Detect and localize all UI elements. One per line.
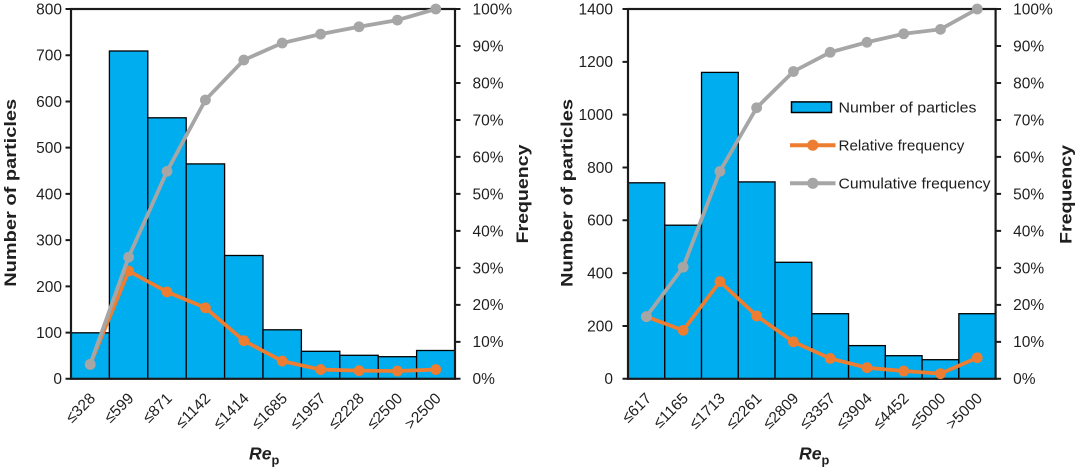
svg-text:50%: 50% <box>1013 186 1044 203</box>
svg-text:Number of particles: Number of particles <box>557 99 576 287</box>
svg-text:400: 400 <box>36 186 62 203</box>
svg-text:Frequency: Frequency <box>513 144 532 244</box>
svg-text:800: 800 <box>587 160 613 177</box>
svg-text:100: 100 <box>36 325 62 342</box>
svg-text:1000: 1000 <box>579 107 614 124</box>
svg-text:40%: 40% <box>473 223 504 240</box>
svg-text:20%: 20% <box>473 297 504 314</box>
svg-text:400: 400 <box>587 266 613 283</box>
svg-text:70%: 70% <box>473 112 504 129</box>
svg-text:80%: 80% <box>1013 75 1044 92</box>
svg-text:800: 800 <box>36 1 62 18</box>
svg-text:1400: 1400 <box>579 1 614 18</box>
svg-text:10%: 10% <box>473 334 504 351</box>
svg-text:700: 700 <box>36 48 62 65</box>
svg-text:20%: 20% <box>1013 297 1044 314</box>
svg-text:100%: 100% <box>1013 1 1053 18</box>
svg-text:Cumulative frequency: Cumulative frequency <box>839 176 991 193</box>
svg-text:0: 0 <box>604 371 613 388</box>
svg-text:Frequency: Frequency <box>1057 144 1076 244</box>
svg-text:10%: 10% <box>1013 334 1044 351</box>
svg-text:200: 200 <box>36 279 62 296</box>
svg-text:300: 300 <box>36 233 62 250</box>
svg-text:90%: 90% <box>1013 38 1044 55</box>
svg-text:600: 600 <box>36 94 62 111</box>
svg-text:0: 0 <box>53 371 62 388</box>
svg-text:0%: 0% <box>473 371 496 388</box>
svg-text:70%: 70% <box>1013 112 1044 129</box>
svg-text:50%: 50% <box>473 186 504 203</box>
svg-text:100%: 100% <box>473 1 513 18</box>
svg-text:30%: 30% <box>473 260 504 277</box>
svg-text:Relative frequency: Relative frequency <box>839 138 965 155</box>
svg-text:90%: 90% <box>473 38 504 55</box>
svg-text:Number of particles: Number of particles <box>1 99 20 287</box>
svg-text:0%: 0% <box>1013 371 1036 388</box>
svg-text:40%: 40% <box>1013 223 1044 240</box>
svg-text:60%: 60% <box>473 149 504 166</box>
svg-text:80%: 80% <box>473 75 504 92</box>
svg-text:200: 200 <box>587 318 613 335</box>
svg-text:30%: 30% <box>1013 260 1044 277</box>
svg-text:1200: 1200 <box>579 54 614 71</box>
svg-text:60%: 60% <box>1013 149 1044 166</box>
svg-text:Number of particles: Number of particles <box>839 100 977 117</box>
svg-text:500: 500 <box>36 140 62 157</box>
svg-text:600: 600 <box>587 213 613 230</box>
